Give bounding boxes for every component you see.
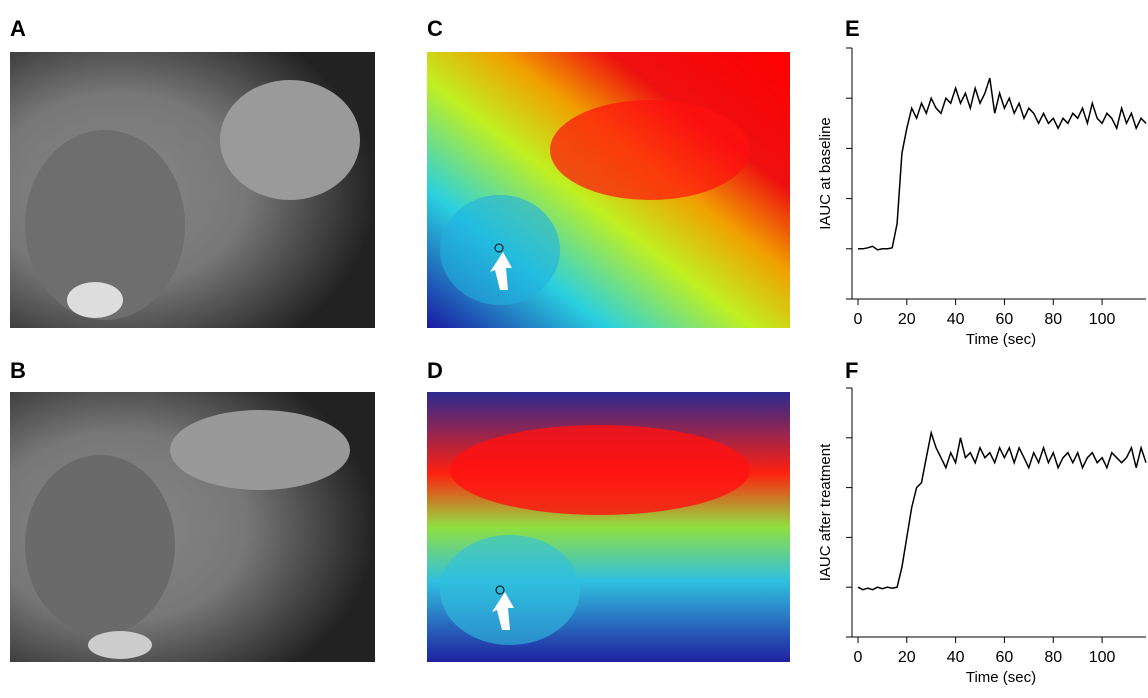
- perfusion-map-d: [427, 392, 790, 662]
- x-tick-label: 100: [1089, 311, 1116, 328]
- x-tick-label: 80: [1044, 311, 1062, 328]
- panel-label: F: [845, 358, 858, 383]
- y-axis-label: IAUC after treatment: [817, 443, 834, 581]
- line-series: [858, 77, 1147, 251]
- x-axis-label: Time (sec): [966, 331, 1036, 348]
- panel-label: A: [10, 16, 26, 41]
- x-tick-label: 80: [1044, 649, 1062, 666]
- panel-label: E: [845, 16, 860, 41]
- y-axis-label: IAUC at baseline: [817, 117, 834, 230]
- x-tick-label: 0: [854, 649, 863, 666]
- x-tick-label: 60: [996, 311, 1014, 328]
- x-tick-label: 100: [1089, 649, 1116, 666]
- x-tick-label: 20: [898, 649, 916, 666]
- mri-image-b: [10, 392, 375, 662]
- x-tick-label: 0: [854, 311, 863, 328]
- line-series: [857, 429, 1147, 591]
- panel-label: B: [10, 358, 26, 383]
- x-axis-label: Time (sec): [966, 669, 1036, 686]
- perfusion-map-c: [427, 52, 790, 328]
- panel-label: D: [427, 358, 443, 383]
- x-tick-label: 20: [898, 311, 916, 328]
- panel-label: C: [427, 16, 443, 41]
- mri-image-a: [10, 52, 375, 328]
- x-tick-label: 60: [996, 649, 1014, 666]
- x-tick-label: 40: [947, 311, 965, 328]
- x-tick-label: 40: [947, 649, 965, 666]
